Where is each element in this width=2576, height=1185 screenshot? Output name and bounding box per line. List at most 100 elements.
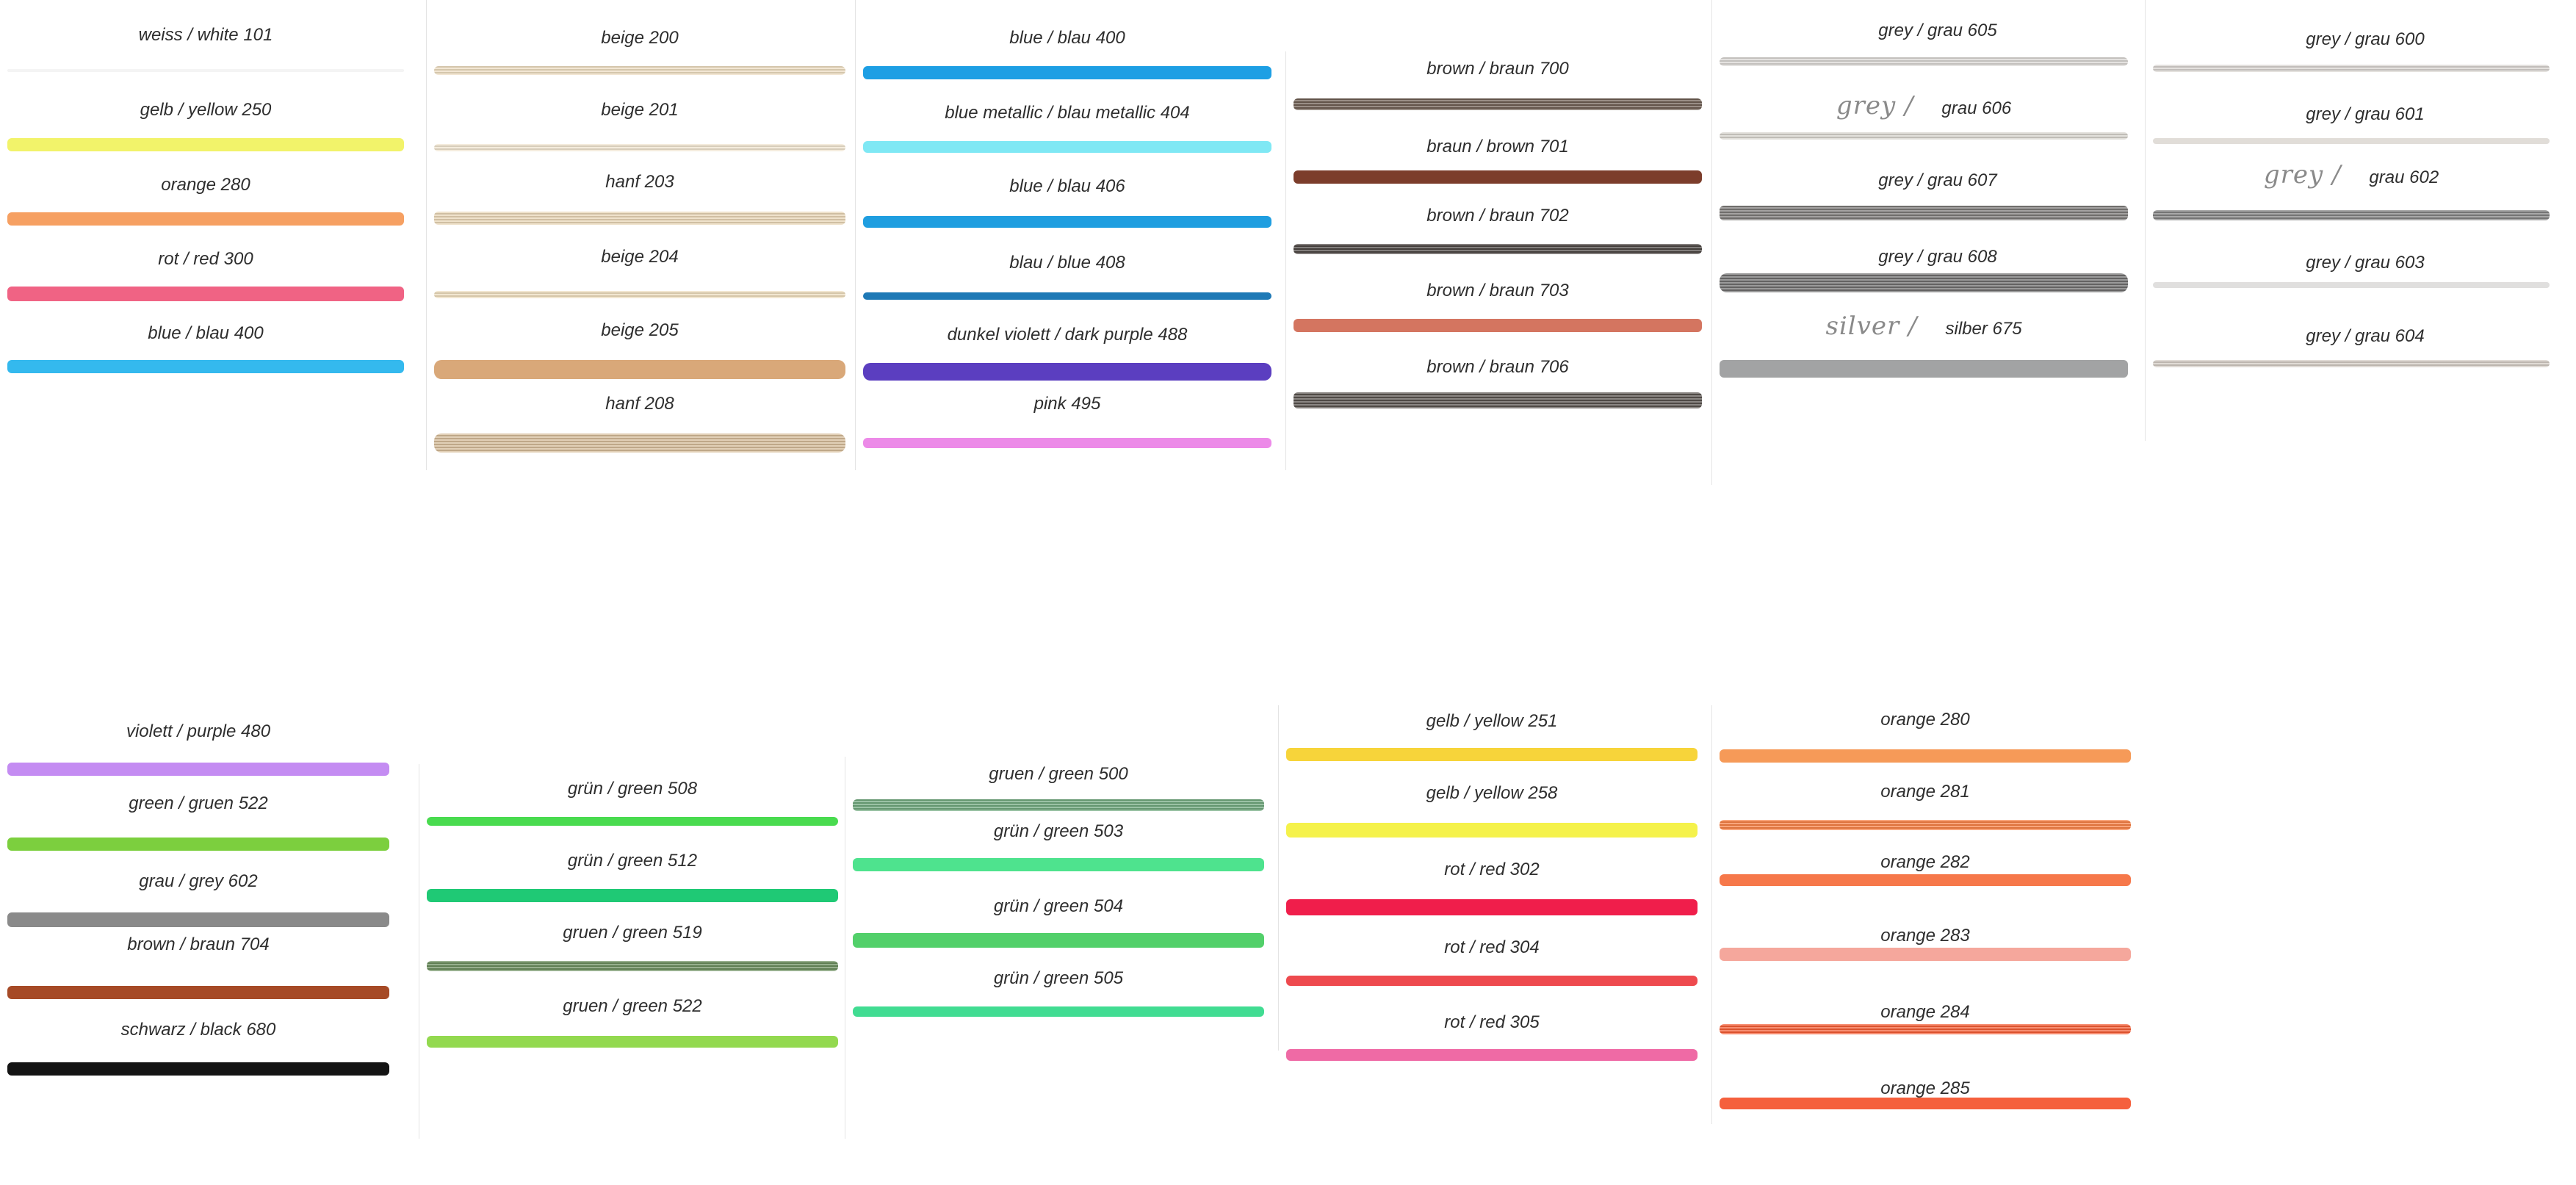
yarn-strand (434, 144, 845, 151)
swatch-label: gruen / green 519 (563, 923, 702, 943)
swatch-label: rot / red 300 (158, 249, 253, 269)
swatch-label: orange 280 (161, 175, 250, 195)
swatch-label: orange 282 (1880, 852, 1970, 872)
yarn-strand (434, 433, 845, 453)
swatch-label: brown / braun 706 (1426, 357, 1569, 377)
yarn-strand (863, 363, 1271, 381)
yarn-strand (1720, 360, 2128, 378)
yarn-strand (1286, 899, 1698, 915)
color-card-greens-1: grün / green 508 grün / green 512 gruen … (419, 764, 845, 1139)
yarn-strand (434, 66, 845, 75)
swatch-label: orange 280 (1880, 710, 1970, 730)
yarn-strand (1720, 874, 2131, 886)
handwritten-note: grey / (1836, 91, 1914, 120)
yarn-strand (2153, 360, 2550, 367)
yarn-strand (434, 360, 845, 379)
yarn-strand (863, 292, 1271, 300)
swatch-label: grün / green 504 (993, 896, 1124, 916)
yarn-strand (427, 889, 838, 902)
swatch-label: grey / grau 605 (1878, 21, 1997, 40)
yarn-strand (7, 763, 389, 776)
swatch-label: gelb / yellow 258 (1426, 783, 1558, 803)
yarn-strand (853, 858, 1264, 871)
yarn-strand (1720, 132, 2128, 140)
yarn-strand (1294, 244, 1702, 254)
yarn-strand (427, 1036, 838, 1048)
yarn-strand (1286, 748, 1698, 761)
yarn-strand (853, 799, 1264, 811)
swatch-label: schwarz / black 680 (120, 1020, 276, 1040)
swatch-label: brown / braun 700 (1426, 59, 1569, 79)
yarn-strand (1286, 823, 1698, 838)
swatch-label: brown / braun 704 (127, 934, 270, 954)
swatch-label: grey / grau 602 (2263, 160, 2439, 190)
swatch-label: gruen / green 500 (989, 764, 1128, 784)
color-card-blues-purple-pink: blue / blau 400 blue metallic / blau met… (855, 0, 1279, 470)
yarn-strand (1294, 319, 1702, 332)
yarn-strand (7, 360, 404, 373)
swatch-label: grey / grau 603 (2306, 253, 2425, 273)
swatch-label: hanf 208 (605, 394, 674, 414)
color-card-greens-2: gruen / green 500 grün / green 503 grün … (845, 757, 1271, 1139)
yarn-strand (7, 838, 389, 851)
swatch-label: braun / brown 701 (1426, 137, 1569, 156)
yarn-strand (7, 986, 389, 999)
color-card-yellow-red: gelb / yellow 251 gelb / yellow 258 rot … (1278, 705, 1705, 1061)
swatch-label: gelb / yellow 250 (140, 100, 272, 120)
swatch-label: blue / blau 400 (1009, 28, 1125, 48)
yarn-strand (853, 933, 1264, 948)
yarn-strand (863, 66, 1271, 79)
swatch-label: blau / blue 408 (1009, 253, 1125, 273)
yarn-strand (1720, 1024, 2131, 1034)
yarn-strand (1720, 749, 2131, 763)
color-card-beige-hemp: beige 200 beige 201 hanf 203 beige 204 b… (426, 0, 853, 470)
swatch-label: orange 285 (1880, 1078, 1970, 1098)
yarn-strand (2153, 210, 2550, 220)
swatch-label: pink 495 (1033, 394, 1101, 414)
swatch-label: grey / grau 600 (2306, 29, 2425, 49)
swatch-label: rot / red 305 (1444, 1012, 1540, 1032)
swatch-label: blue / blau 406 (1009, 176, 1125, 196)
swatch-label: silver / silber 675 (1825, 311, 2022, 341)
handwritten-note: grey / (2263, 160, 2342, 190)
yarn-strand (863, 438, 1271, 448)
yarn-strand (1720, 1098, 2131, 1109)
swatch-label: orange 283 (1880, 926, 1970, 946)
swatch-label: brown / braun 702 (1426, 206, 1569, 226)
swatch-label: grey / grau 607 (1878, 170, 1997, 190)
swatch-label: brown / braun 703 (1426, 281, 1569, 300)
swatch-label: rot / red 304 (1444, 937, 1540, 957)
swatch-label: grün / green 508 (567, 779, 698, 799)
swatch-label: violett / purple 480 (126, 721, 271, 741)
swatch-label: dunkel violett / dark purple 488 (947, 325, 1188, 345)
swatch-label: weiss / white 101 (138, 25, 273, 45)
yarn-strand (7, 69, 404, 72)
swatch-label: green / gruen 522 (129, 793, 268, 813)
handwritten-note: silver / (1825, 311, 1918, 341)
swatch-label: grün / green 505 (993, 968, 1124, 988)
swatch-label: grey / grau 606 (1836, 91, 2012, 120)
color-card-greys-silver: grey / grau 605 grey / grau 606 grey / gr… (1711, 0, 2135, 485)
yarn-strand (427, 961, 838, 971)
yarn-strand (1720, 948, 2131, 961)
swatch-label: hanf 203 (605, 172, 674, 192)
yarn-strand (434, 291, 845, 298)
yarn-strand (1294, 392, 1702, 408)
yarn-strand (1720, 57, 2128, 66)
yarn-strand (427, 817, 838, 826)
swatch-label: beige 200 (601, 28, 679, 48)
color-card-light-greys: grey / grau 600 grey / grau 601 grey / gr… (2145, 0, 2557, 441)
swatch-label: grün / green 512 (567, 851, 698, 871)
yarn-strand (2153, 138, 2550, 144)
yarn-strand (7, 1062, 389, 1076)
yarn-strand (1720, 206, 2128, 220)
yarn-strand (7, 138, 404, 151)
swatch-label: grey / grau 608 (1878, 247, 1997, 267)
swatch-label: beige 204 (601, 247, 679, 267)
yarn-strand (7, 912, 389, 927)
swatch-label: grün / green 503 (993, 821, 1124, 841)
yarn-strand (7, 212, 404, 226)
yarn-strand (2153, 65, 2550, 72)
swatch-label: blue / blau 400 (148, 323, 264, 343)
swatch-label: grey / grau 604 (2306, 326, 2425, 346)
